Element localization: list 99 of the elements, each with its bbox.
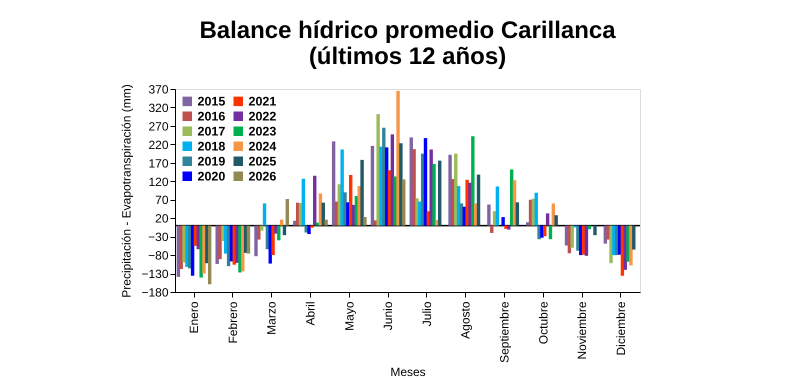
bar [632,226,636,250]
bar [360,160,364,226]
bar [271,226,275,256]
bar [438,160,442,226]
legend-label: 2016 [198,109,226,124]
x-tick-label: Octubre [536,301,550,344]
bar [280,220,284,226]
bar [546,213,550,226]
y-tick-label: −130 [141,267,169,282]
bar [277,226,280,240]
bar [526,222,530,226]
bar [257,226,261,240]
bar [629,226,633,266]
x-tick-label: Septiembre [498,301,512,363]
bar [208,226,212,284]
x-tick-label: Julio [420,301,434,326]
y-tick-label: −30 [148,230,169,244]
bar [268,226,272,264]
bar [324,220,328,226]
x-tick-label: Mayo [342,301,356,331]
legend-label: 2022 [248,109,276,124]
y-tick-label: −180 [141,286,169,300]
bar [313,176,316,226]
bar [510,169,514,226]
y-tick-label: −80 [148,248,169,263]
bar [382,128,386,226]
bar [384,147,388,226]
y-tick-label: 120 [148,174,169,189]
bar [402,179,406,226]
bar [190,226,194,276]
x-tick-label: Agosto [458,301,473,339]
text: (últimos 12 años) [308,43,506,70]
bar [429,150,433,226]
bar [456,186,460,226]
x-axis-title: Meses [390,364,426,379]
bar [454,154,458,226]
bar [620,226,624,276]
bar [322,202,325,226]
legend-label: 2019 [198,154,226,168]
x-tick-label: Diciembre [614,301,628,356]
bar [604,226,608,244]
y-tick-label: 170 [148,156,169,170]
bar [180,226,183,270]
y-tick-label: 20 [155,212,169,226]
x-tick-label: Abril [303,302,318,326]
bar [554,215,558,226]
bar [568,226,572,254]
bar [412,149,416,226]
bar [318,193,322,226]
bar [534,192,538,226]
legend-label: 2024 [248,139,276,154]
y-tick-label: 270 [148,119,169,134]
bar [399,143,403,226]
bar [410,137,413,226]
bar [516,202,520,226]
y-tick-label: 70 [155,193,169,208]
bar [215,226,219,264]
y-tick-label: 220 [148,138,169,152]
bar [241,226,244,272]
legend-label: 2020 [198,169,226,184]
bar [471,136,475,226]
x-tick-label: Febrero [226,301,240,344]
x-tick-label: Marzo [264,301,279,335]
legend-label: 2017 [198,124,226,138]
bar [570,226,574,248]
legend-label: 2026 [248,169,276,184]
y-axis-title: Precipitación - Evapotranspiración (mm) [119,84,134,298]
bar [496,186,500,226]
legend-label: 2018 [198,139,226,154]
x-tick-label: Enero [187,301,202,334]
bar [340,150,344,226]
bar [507,226,511,230]
bar [390,134,394,226]
bar [286,198,290,226]
bar [501,217,505,226]
bar [584,226,588,256]
bar [588,226,591,230]
bar [332,141,336,226]
bar [260,226,264,231]
y-tick-label: 370 [148,82,169,96]
y-tick-label: 320 [148,100,169,115]
legend-label: 2023 [248,124,276,138]
bar [487,204,491,226]
x-tick-label: Junio [381,301,396,330]
bar [363,217,367,226]
bar [543,226,546,236]
bar [376,114,380,226]
bar [349,175,352,226]
bar [552,203,556,226]
bar [624,226,627,270]
text: Balance hídrico promedio Carillanca [199,17,616,44]
bar [176,226,180,277]
legend-label: 2025 [248,154,276,168]
x-tick-label: Noviembre [575,301,590,360]
legend-label: 2015 [198,94,226,108]
legend-label: 2021 [248,94,276,108]
bar [370,146,374,226]
bar [302,178,306,226]
bar [490,226,494,233]
